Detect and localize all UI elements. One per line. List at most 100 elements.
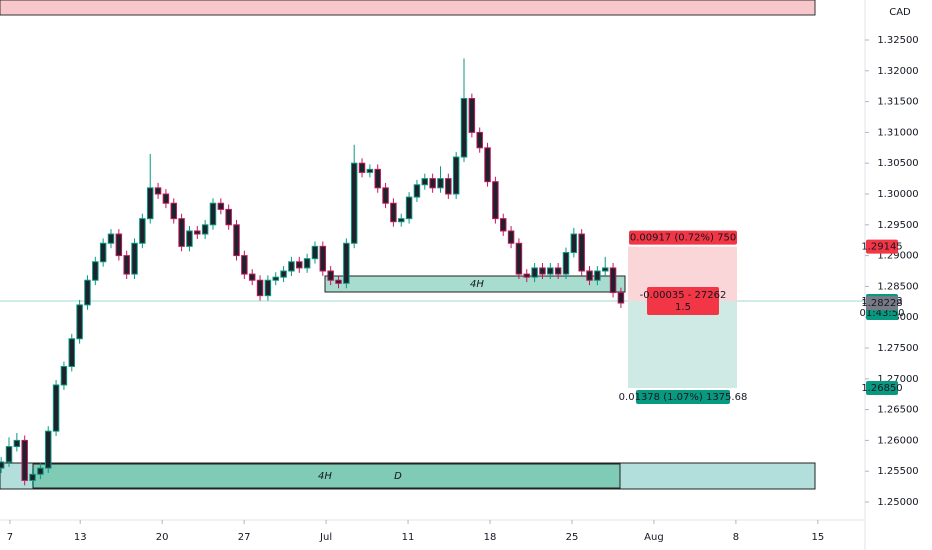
candle-body [319, 245, 327, 272]
candle-body [29, 473, 36, 481]
price-tag [866, 239, 898, 254]
candle-body [76, 304, 83, 340]
candle-body [515, 242, 523, 275]
candle-body [139, 218, 146, 244]
candle-body [233, 224, 240, 257]
candle-body [366, 168, 374, 173]
candle-body [343, 242, 350, 284]
candle-body [445, 178, 452, 195]
candle-body [5, 446, 13, 463]
x-tick-label: 25 [566, 532, 579, 543]
candle-body [421, 178, 429, 186]
candle-body [327, 270, 334, 281]
candle-body [131, 242, 138, 275]
price-tag [866, 381, 898, 396]
candle-body [562, 252, 570, 275]
x-tick-label: 7 [7, 532, 13, 543]
candle-body [531, 267, 538, 278]
candle-body [405, 196, 413, 220]
x-tick-label: 8 [733, 532, 739, 543]
candle-body [170, 202, 178, 220]
candle-body [547, 267, 554, 275]
candle-body [468, 98, 476, 133]
candle-body [601, 267, 609, 272]
candle-body [390, 202, 397, 223]
entry-label-box [647, 286, 719, 315]
candle-body [52, 384, 60, 432]
candle-body [0, 461, 5, 469]
candle-body [115, 233, 123, 257]
candle-body [303, 258, 311, 269]
price-tag-label: 1.26850 [861, 383, 902, 394]
candle-body [413, 184, 421, 198]
candle-body [288, 261, 295, 272]
y-tick-label: 1.29500 [877, 220, 918, 231]
candle-body [499, 218, 507, 232]
h4-zone-lower [32, 463, 621, 489]
h4-zone-upper [324, 275, 626, 293]
x-tick-label: Jul [319, 532, 332, 543]
candle-body [437, 178, 444, 189]
zone-label: D [394, 471, 402, 482]
candle-body [186, 230, 193, 247]
price-tag [866, 296, 898, 311]
candle-body [60, 365, 68, 386]
price-tag-label: 1.28228 [861, 298, 902, 309]
x-tick-label: 13 [74, 532, 87, 543]
candle-body [374, 168, 381, 189]
candle-body [13, 439, 21, 448]
y-tick-label: 1.29000 [877, 251, 918, 262]
candle-body [194, 230, 201, 235]
candle-body [280, 270, 287, 278]
currency: CAD [889, 7, 911, 18]
candle-body [484, 147, 491, 183]
y-tick-label: 1.28500 [877, 281, 918, 292]
candle-body [178, 218, 185, 247]
x-tick-label: 20 [156, 532, 169, 543]
candle-body [382, 187, 389, 204]
y-tick-label: 1.31000 [877, 127, 918, 138]
stop-label: 0.00917 (0.72%) 750 [630, 233, 736, 244]
candle-body [154, 187, 162, 195]
candle-body [586, 270, 593, 281]
countdown: 01:43:50 [860, 308, 905, 319]
risk-reward: 1.5 [675, 302, 691, 313]
y-tick-label: 1.27000 [877, 374, 918, 385]
candle-body [99, 242, 107, 263]
target-label-box [636, 390, 730, 405]
candle-body [296, 261, 303, 269]
candle-body [256, 279, 264, 297]
x-tick-label: 15 [811, 532, 824, 543]
target-area [628, 300, 737, 389]
candle-body [217, 202, 225, 210]
candle-body [507, 230, 515, 244]
candle-body [452, 156, 460, 195]
x-tick-label: Aug [644, 532, 664, 543]
y-tick-label: 1.26000 [877, 435, 918, 446]
y-tick-label: 1.30500 [877, 158, 918, 169]
candle-body [123, 255, 130, 275]
zone-label: 4H [470, 279, 484, 290]
candle-body [460, 98, 468, 158]
y-tick-label: 1.25500 [877, 466, 918, 477]
y-tick-label: 1.32000 [877, 66, 918, 77]
supply-zone [0, 0, 816, 16]
stop-label-box [629, 230, 737, 245]
target-label: 0.01378 (1.07%) 1375.68 [619, 392, 748, 403]
y-tick-label: 1.25000 [877, 497, 918, 508]
x-tick-label: 18 [484, 532, 497, 543]
candle-body [429, 178, 436, 189]
candle-body [272, 276, 279, 281]
candle-body [68, 338, 76, 367]
candle-body [523, 273, 531, 278]
x-tick-label: 27 [238, 532, 251, 543]
candle-body [225, 208, 232, 226]
candle-body [201, 224, 209, 235]
candle-body [107, 233, 115, 244]
candle-body [554, 267, 562, 275]
candle-body [21, 439, 28, 481]
candle-body [146, 187, 154, 220]
y-tick-label: 1.27500 [877, 343, 918, 354]
candle-body [335, 279, 342, 284]
candle-body [44, 430, 52, 469]
